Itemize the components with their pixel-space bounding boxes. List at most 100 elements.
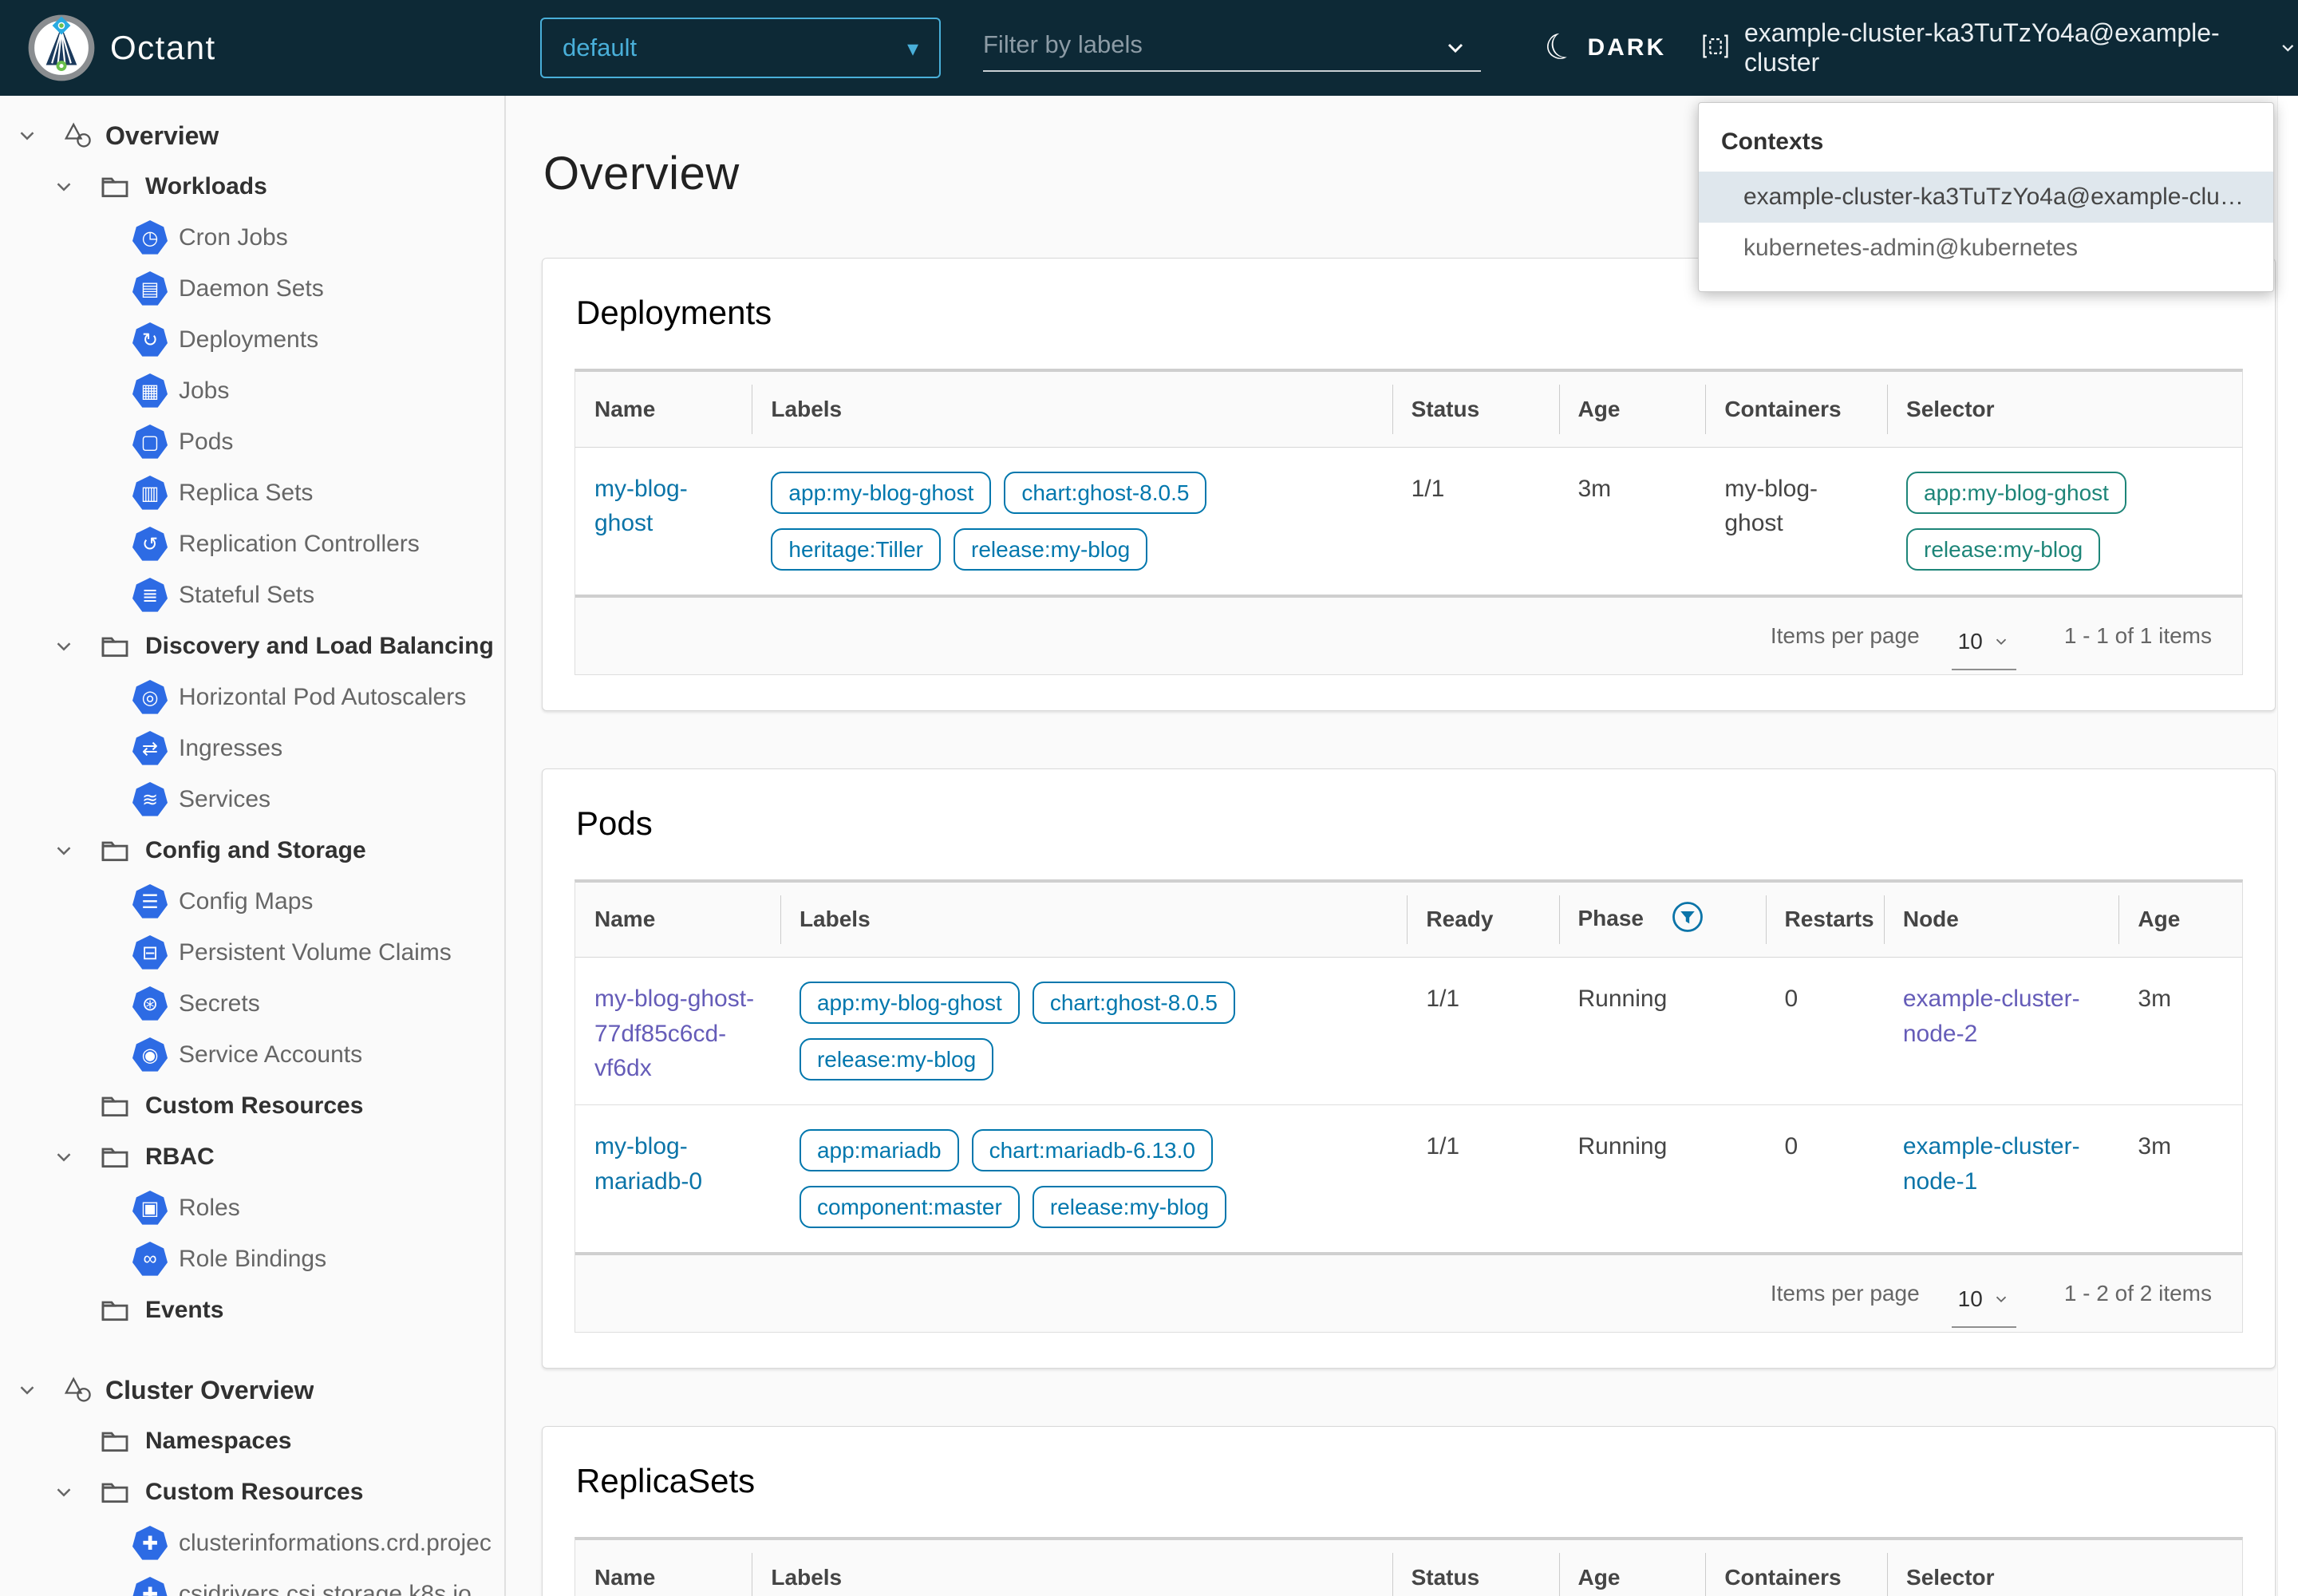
sidebar-item-role-bindings[interactable]: Role Bindings <box>0 1234 504 1285</box>
page-size-value: 10 <box>1957 628 1983 654</box>
phase-cell: Running <box>1558 957 1766 1105</box>
sidebar-group-workloads[interactable]: Workloads <box>0 161 504 212</box>
pods-card-title: Pods <box>576 804 653 842</box>
folder-icon <box>97 169 132 204</box>
secrets-icon <box>132 986 168 1021</box>
containers-cell: my-blog-ghost <box>1705 447 1888 595</box>
sidebar-item-cron-jobs[interactable]: Cron Jobs <box>0 212 504 263</box>
restarts-cell: 0 <box>1765 1104 1884 1252</box>
column-header-selector: Selector <box>1887 1540 2242 1596</box>
chevron-down-icon[interactable] <box>49 1480 78 1504</box>
chevron-down-icon[interactable] <box>49 839 78 863</box>
sidebar-item-label: Config and Storage <box>145 837 366 863</box>
objects-icon <box>61 118 96 153</box>
sidebar-group-events[interactable]: Events <box>0 1285 504 1336</box>
sidebar-item-daemon-sets[interactable]: Daemon Sets <box>0 263 504 314</box>
context-menu-item[interactable]: kubernetes-admin@kubernetes <box>1743 235 2079 261</box>
chevron-down-icon <box>1996 638 2006 645</box>
sidebar-group-custom-resources[interactable]: Custom Resources <box>0 1080 504 1132</box>
sidebar-group-discovery-load-balancing[interactable]: Discovery and Load Balancing <box>0 621 504 672</box>
node-link[interactable]: example-cluster-node-1 <box>1902 1133 2080 1195</box>
sidebar-item-label: Discovery and Load Balancing <box>145 633 494 659</box>
sidebar-item-label: Events <box>145 1297 224 1323</box>
role-bindings-icon <box>132 1242 168 1276</box>
sidebar-item-replica-sets[interactable]: Replica Sets <box>0 468 504 519</box>
pod-name-link[interactable]: my-blog-mariadb-0 <box>594 1133 703 1195</box>
sidebar-item-secrets[interactable]: Secrets <box>0 978 504 1029</box>
context-chevron-icon <box>2282 45 2294 52</box>
chevron-down-icon[interactable] <box>13 124 41 148</box>
chevron-down-icon[interactable] <box>49 1145 78 1169</box>
deployments-icon <box>132 322 168 357</box>
chevron-down-icon[interactable] <box>49 175 78 199</box>
column-header-age: Age <box>2118 882 2242 958</box>
age-cell: 3m <box>2118 1104 2242 1252</box>
sidebar-item-label: Secrets <box>179 990 260 1017</box>
sidebar-item-label: Daemon Sets <box>179 275 324 302</box>
deployments-card: Deployments Name Labels Status Age Conta… <box>542 258 2276 711</box>
chevron-down-icon[interactable] <box>49 634 78 658</box>
pod-name-link[interactable]: my-blog-ghost-77df85c6cd-vf6dx <box>594 986 755 1081</box>
custom-resource-icon <box>132 1526 168 1560</box>
sidebar-group-namespaces[interactable]: Namespaces <box>0 1416 504 1467</box>
sidebar-item-horizontal-pod-autoscalers[interactable]: Horizontal Pod Autoscalers <box>0 672 504 723</box>
namespace-select[interactable]: default ▾ <box>540 18 941 78</box>
label-filter-input[interactable] <box>983 22 1430 67</box>
sidebar-item-label: Replica Sets <box>179 480 314 506</box>
sidebar-item-service-accounts[interactable]: Service Accounts <box>0 1029 504 1080</box>
scrollbar-track[interactable] <box>2277 96 2298 1596</box>
sidebar-group-rbac[interactable]: RBAC <box>0 1132 504 1183</box>
page-size-value: 10 <box>1957 1286 1983 1311</box>
sidebar-nav: Overview Workloads Cron Jobs Daemon Sets… <box>0 96 506 1596</box>
replicasets-card-title: ReplicaSets <box>576 1462 756 1499</box>
label-tag: release:my-blog <box>799 1038 994 1080</box>
table-row: my-blog-mariadb-0 app:mariadb chart:maria… <box>575 1104 2242 1252</box>
label-filter-chevron-icon[interactable] <box>1443 35 1468 61</box>
sidebar-item-pods[interactable]: Pods <box>0 417 504 468</box>
replicasets-table: Name Labels Status Age Containers Select… <box>574 1537 2243 1596</box>
sidebar-item-label: Service Accounts <box>179 1041 363 1068</box>
node-link[interactable]: example-cluster-node-2 <box>1902 986 2080 1047</box>
column-header-age: Age <box>1558 1540 1706 1596</box>
sidebar-item-overview[interactable]: Overview <box>0 110 504 161</box>
page-size-select[interactable]: 10 <box>1951 626 2016 670</box>
chevron-down-icon <box>1996 1296 2006 1303</box>
context-selector[interactable]: example-cluster-ka3TuTzYo4a@example-clus… <box>1700 0 2298 96</box>
sidebar-item-label: csidrivers.csi.storage.k8s.io <box>179 1581 472 1596</box>
sidebar-item-replication-controllers[interactable]: Replication Controllers <box>0 519 504 570</box>
daemon-sets-icon <box>132 271 168 306</box>
dark-mode-toggle[interactable]: ☾ DARK <box>1539 0 1666 96</box>
sidebar-item-config-maps[interactable]: Config Maps <box>0 876 504 927</box>
sidebar-item-label: clusterinformations.crd.projec <box>179 1530 492 1556</box>
label-tag: release:my-blog <box>1032 1186 1227 1228</box>
sidebar-item-deployments[interactable]: Deployments <box>0 314 504 365</box>
column-header-containers: Containers <box>1705 1540 1888 1596</box>
config-maps-icon <box>132 884 168 918</box>
label-tag: app:my-blog-ghost <box>799 982 1020 1024</box>
label-tag: app:my-blog-ghost <box>771 471 992 514</box>
page-size-select[interactable]: 10 <box>1951 1283 2016 1328</box>
sidebar-item-label: Config Maps <box>179 888 314 915</box>
sidebar-item-label: Custom Resources <box>145 1479 364 1505</box>
sidebar-item-clusterinformations-crd[interactable]: clusterinformations.crd.projec <box>0 1518 504 1569</box>
context-menu-item[interactable]: example-cluster-ka3TuTzYo4a@example-clu… <box>1699 172 2273 223</box>
sidebar-item-ingresses[interactable]: Ingresses <box>0 723 504 774</box>
sidebar-item-persistent-volume-claims[interactable]: Persistent Volume Claims <box>0 927 504 978</box>
sidebar-item-label: Horizontal Pod Autoscalers <box>179 684 467 710</box>
sidebar-item-csidrivers-crd[interactable]: csidrivers.csi.storage.k8s.io <box>0 1569 504 1596</box>
sidebar-item-stateful-sets[interactable]: Stateful Sets <box>0 570 504 621</box>
sidebar-item-services[interactable]: Services <box>0 774 504 825</box>
folder-icon <box>97 1475 132 1510</box>
column-header-status: Status <box>1392 372 1559 448</box>
chevron-down-icon[interactable] <box>13 1378 41 1402</box>
moon-icon: ☾ <box>1539 24 1581 71</box>
filter-funnel-icon[interactable] <box>1671 900 1704 939</box>
sidebar-item-cluster-overview[interactable]: Cluster Overview <box>0 1365 504 1416</box>
deployment-name-link[interactable]: my-blog-ghost <box>594 475 688 537</box>
sidebar-item-label: Replication Controllers <box>179 531 420 557</box>
sidebar-item-jobs[interactable]: Jobs <box>0 365 504 417</box>
sidebar-item-roles[interactable]: Roles <box>0 1183 504 1234</box>
sidebar-group-config-and-storage[interactable]: Config and Storage <box>0 825 504 876</box>
sidebar-group-cluster-custom-resources[interactable]: Custom Resources <box>0 1467 504 1518</box>
column-header-containers: Containers <box>1705 372 1888 448</box>
